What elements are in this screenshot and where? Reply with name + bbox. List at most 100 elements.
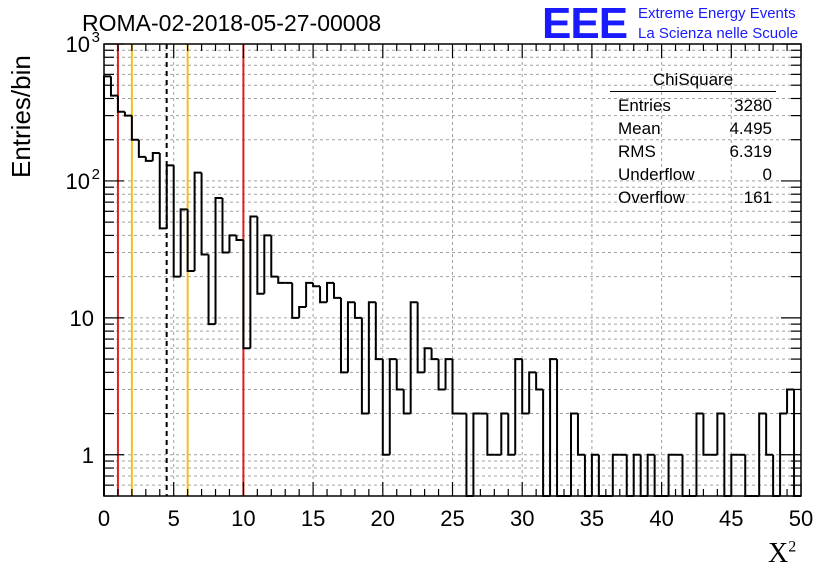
histogram-bin [486,413,495,456]
x-tick-label: 20 [371,506,395,531]
histogram-bin [521,359,530,415]
x-axis-label-base: X [768,538,789,569]
stats-box: ChiSquare Entries 3280 Mean 4.495 RMS 6.319… [610,68,776,209]
histogram-bin [319,286,328,304]
x-tick-label: 45 [719,506,743,531]
histogram-bin [374,302,383,361]
histogram-bin [228,234,237,253]
y-tick-label-exponent: 3 [92,29,100,46]
histogram-bin [542,389,551,497]
histogram-bin [298,306,307,318]
y-tick-label: 1 [82,443,94,468]
histogram-bin [346,301,355,373]
histogram-bin [326,281,335,303]
histogram-bin [200,172,209,256]
stats-value: 161 [743,188,772,207]
histogram-bin [291,282,300,319]
histogram-bin [611,453,620,496]
histogram-bin [179,208,188,277]
histogram-bin [360,317,369,415]
histogram-bin [667,453,676,496]
stats-value: 4.495 [729,119,772,138]
histogram-bin [186,209,195,272]
x-tick-label: 50 [789,506,813,531]
x-axis-label-exponent: 2 [788,538,797,556]
histogram-bin [409,301,418,414]
histogram-bin [312,282,321,288]
histogram-bin [221,198,230,254]
histogram-bin [116,95,125,113]
stats-row-entries: Entries 3280 [610,94,776,117]
histogram-bin [472,412,481,496]
histogram-bin [779,412,788,496]
histogram-bin [263,234,272,294]
histogram-bin [758,412,767,496]
histogram-bin [569,412,578,496]
histogram-bin [193,171,202,271]
logo-caption-line2: La Scienza nelle Scuole [638,25,799,42]
histogram-bin [632,453,641,496]
histogram-bin [305,281,314,308]
histogram-bin [207,254,216,326]
y-tick-label-exponent: 2 [92,166,100,183]
stats-value: 3280 [734,96,772,115]
histogram-bin [556,359,565,497]
histogram-bin [270,235,279,278]
histogram-bin [158,152,167,230]
stats-row-mean: Mean 4.495 [610,117,776,140]
histogram-bin [381,359,390,456]
stats-title: ChiSquare [610,68,776,92]
histogram-bin [500,412,509,455]
histogram-bin [646,453,655,496]
histogram-bin [242,240,251,350]
stats-label: Overflow [618,188,686,207]
histogram-bin [333,282,341,299]
histogram-bin [514,358,523,455]
histogram-bin [430,348,439,361]
stats-label: Mean [618,119,661,138]
stats-label: Underflow [618,165,695,184]
histogram-bin [786,388,795,414]
stats-row-overflow: Overflow 161 [610,186,776,209]
histogram-bin [535,372,544,391]
axes [103,43,802,497]
histogram-bin [144,156,153,162]
histogram-bin [576,413,585,456]
stats-value: 0 [762,165,772,184]
histogram-bin [528,371,537,414]
stats-row-underflow: Underflow 0 [610,163,776,186]
histogram-bin [123,111,132,117]
x-axis-label: X2 [768,538,796,570]
x-tick-label: 30 [510,506,534,531]
histogram-bin [695,412,704,496]
stats-row-rms: RMS 6.319 [610,140,776,163]
x-tick-label: 15 [301,506,325,531]
histogram-bin [214,197,223,325]
histogram-bin [444,358,453,390]
x-tick-label: 0 [98,506,110,531]
stats-label: RMS [618,142,656,161]
histogram-bin [765,413,774,456]
x-tick-label: 5 [168,506,180,531]
histogram-bin [151,151,160,161]
histogram-bin [416,302,425,374]
logo-caption: Extreme Energy Events La Scienza nelle S… [638,4,798,44]
y-tick-label: 10 [66,32,90,57]
histogram-bin [402,389,411,415]
y-tick-label: 10 [66,169,90,194]
histogram-bin [109,76,118,97]
histogram-bin [339,297,348,374]
histogram-bin [137,139,146,158]
y-tick-label: 10 [70,306,94,331]
eee-logo: EEE [542,0,628,48]
stats-label: Entries [618,96,671,115]
x-tick-label: 40 [649,506,673,531]
x-tick-label: 35 [580,506,604,531]
histogram-bin [256,216,265,295]
x-tick-label: 25 [440,506,464,531]
histogram-bin [172,165,181,278]
histogram-bin [395,359,404,391]
histogram-bin [549,358,558,496]
histogram-bin [130,115,139,141]
